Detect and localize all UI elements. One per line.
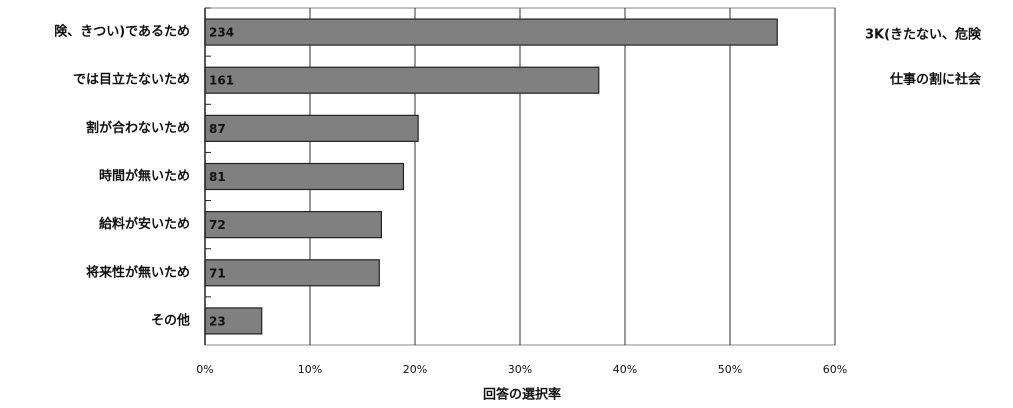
x-tick-label: 40% [613,363,637,376]
data-label: 71 [209,266,226,280]
y-tick-label: その他 [151,312,190,328]
x-tick-label: 60% [823,363,847,376]
data-label: 161 [209,74,234,88]
data-label: 81 [209,170,226,184]
x-tick-label: 10% [298,363,322,376]
bar [204,259,380,287]
bar [204,211,382,239]
x-tick-label: 20% [403,363,427,376]
x-axis-title: 回答の選択率 [483,387,561,403]
y-tick-label: 給料が安いため [99,216,190,232]
bar [204,18,778,46]
x-tick-label: 0% [196,363,213,376]
bar [204,66,600,94]
data-label: 23 [209,314,226,328]
annotation: 3K(きたない、危険 [865,27,982,43]
annotation: 仕事の割に社会 [889,72,982,88]
y-tick-label: 険、きつい)であるため [54,24,190,40]
x-tick-label: 30% [508,363,532,376]
bar [204,114,419,142]
bar [204,162,405,191]
x-tick-label: 50% [718,363,742,376]
y-tick-label: では目立たないため [73,72,190,88]
y-tick-label: 割が合わないため [86,120,190,136]
data-label: 234 [209,26,234,40]
data-label: 87 [209,122,226,136]
y-tick-label: 時間が無いため [99,168,190,184]
data-label: 72 [209,218,226,232]
y-tick-label: 将来性が無いため [86,264,190,280]
